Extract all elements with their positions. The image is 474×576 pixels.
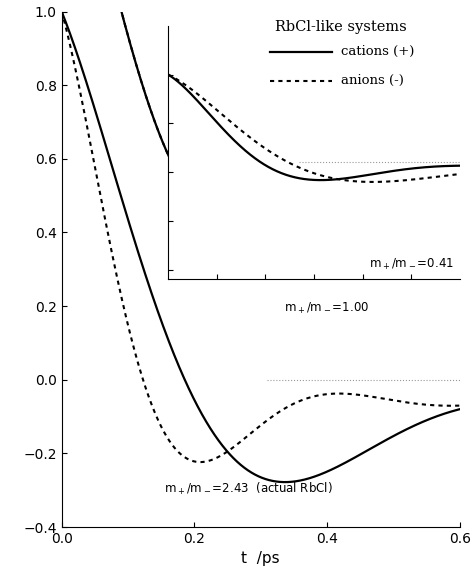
Text: m$_+$/m$_-$=1.00: m$_+$/m$_-$=1.00 [284, 301, 369, 316]
Text: m$_+$/m$_-$=0.41: m$_+$/m$_-$=0.41 [369, 257, 454, 272]
Text: cations (+): cations (+) [341, 46, 415, 58]
Text: m$_+$/m$_-$=2.43  (actual RbCl): m$_+$/m$_-$=2.43 (actual RbCl) [164, 481, 333, 497]
Text: anions (-): anions (-) [341, 74, 404, 87]
X-axis label: t  /ps: t /ps [241, 551, 280, 566]
Text: RbCl-like systems: RbCl-like systems [275, 20, 407, 34]
